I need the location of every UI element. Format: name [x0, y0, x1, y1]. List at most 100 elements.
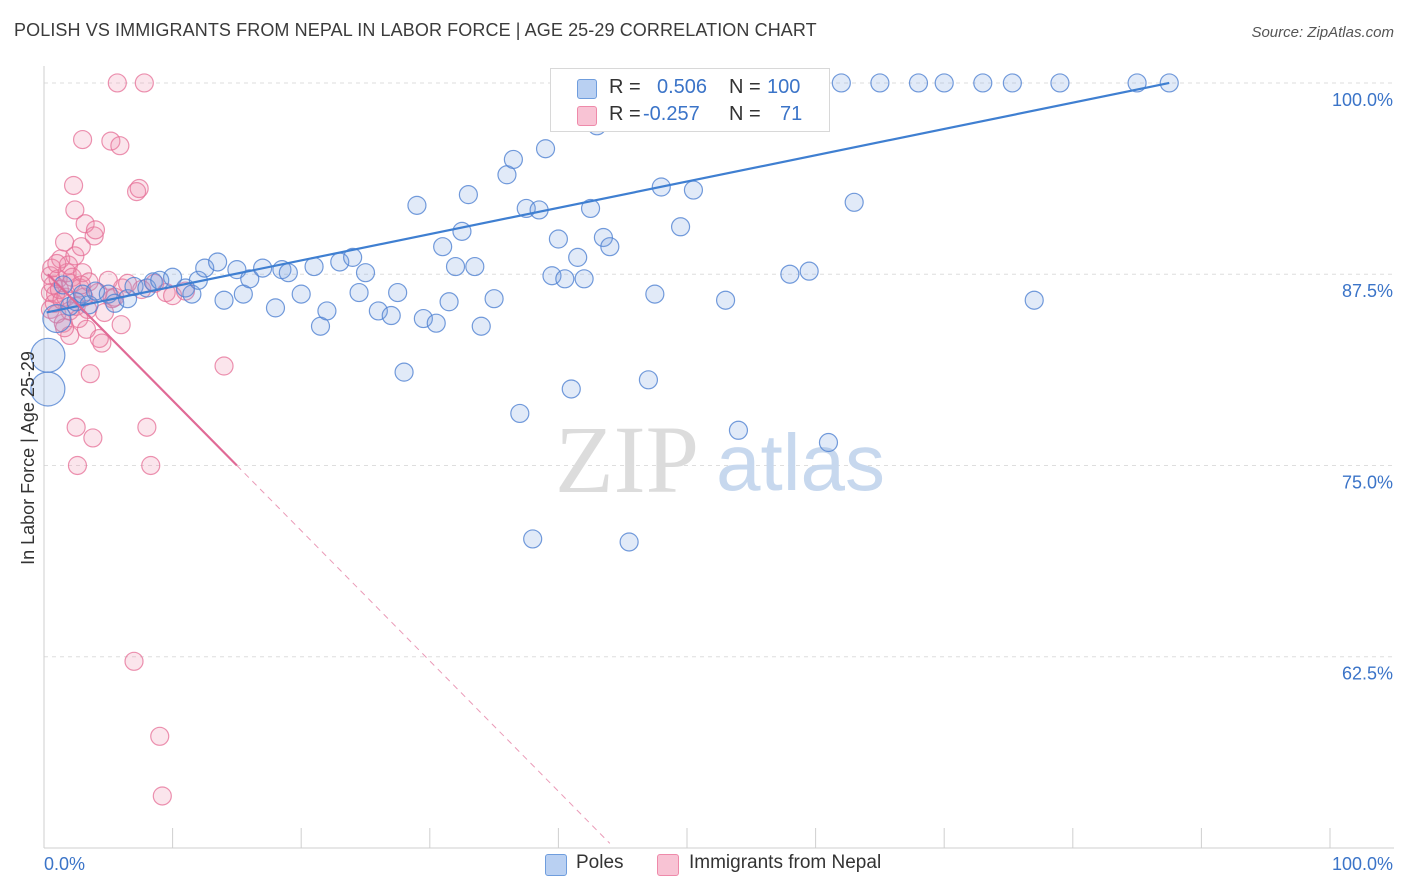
nepal-point [83, 428, 103, 448]
poles-point [934, 73, 954, 93]
nepal-point [65, 200, 85, 220]
poles-point [548, 229, 569, 249]
nepal-point [92, 333, 112, 353]
watermark-zip: ZIP [555, 406, 699, 513]
y-tick-label: 75.0% [1342, 472, 1393, 492]
poles-point [317, 301, 337, 321]
poles-point [683, 180, 704, 200]
legend: R = 0.506 N = 100 R = -0.257 N = 71 [550, 68, 830, 132]
bottom-legend-nepal: Immigrants from Nepal [689, 852, 882, 873]
legend-n-value: 71 [780, 103, 803, 125]
nepal-point [66, 417, 86, 437]
poles-point [600, 237, 620, 257]
poles-point [799, 261, 819, 281]
nepal-point [110, 136, 130, 156]
y-tick-label: 62.5% [1342, 664, 1393, 684]
nepal-point [134, 73, 154, 93]
nepal-point [72, 129, 93, 150]
nepal-point [126, 181, 147, 202]
trend-lines [46, 81, 1170, 844]
poles-point [484, 289, 504, 309]
poles-point [368, 301, 388, 321]
tick-labels: 62.5% 75.0% 87.5% 100.0% 0.0% 100.0% [44, 90, 1393, 874]
nepal-point [141, 455, 161, 476]
poles-point [1024, 290, 1044, 310]
poles-point [343, 247, 363, 267]
watermark-atlas: atlas [716, 418, 885, 507]
poles-point [574, 269, 594, 289]
grid-lines [44, 82, 1394, 658]
poles-point [1127, 73, 1147, 93]
y-tick-label: 87.5% [1342, 281, 1393, 301]
poles-point [214, 290, 234, 310]
legend-n-label: N = [729, 103, 761, 125]
poles-point [844, 192, 864, 212]
poles-point [413, 308, 433, 329]
nepal-point [129, 178, 149, 199]
poles-point [278, 263, 298, 283]
poles-point [265, 298, 286, 318]
x-tick-label: 0.0% [44, 854, 85, 874]
poles-point [458, 185, 478, 205]
nepal-trend-extension [236, 465, 611, 844]
poles-point [445, 256, 466, 277]
poles-point [715, 290, 736, 310]
poles-point [645, 284, 665, 304]
poles-point [452, 221, 472, 241]
nepal-point [152, 786, 172, 806]
nepal-point [47, 253, 67, 274]
legend-n-value: 100 [767, 76, 801, 98]
watermark: ZIP atlas [555, 406, 885, 513]
nepal-point [107, 73, 127, 93]
legend-row-poles: R = 0.506 N = 100 [551, 73, 829, 101]
poles-point [394, 362, 414, 382]
nepal-point [137, 417, 157, 437]
legend-r-value: -0.257 [643, 103, 700, 125]
poles-point [561, 379, 581, 399]
legend-swatch-poles [577, 79, 597, 99]
poles-point [870, 73, 890, 93]
nepal-point [63, 175, 84, 196]
poles-point [908, 73, 929, 93]
chart-title: POLISH VS IMMIGRANTS FROM NEPAL IN LABOR… [14, 20, 817, 40]
poles-point [568, 247, 588, 267]
poles-trend-line [46, 81, 1170, 314]
legend-r-label: R = [609, 103, 641, 125]
poles-point [503, 149, 523, 170]
bottom-legend-swatch-nepal [657, 854, 679, 876]
poles-point [304, 256, 324, 277]
poles-point [535, 139, 556, 159]
poles-point [580, 198, 601, 219]
poles-point [208, 252, 228, 272]
nepal-point [101, 131, 121, 151]
poles-point [1050, 73, 1070, 93]
poles-point [433, 237, 453, 257]
nepal-point [67, 455, 88, 476]
nepal-point [124, 651, 144, 671]
nepal-point [84, 226, 104, 246]
bottom-legend-swatch-poles [545, 854, 567, 876]
x-tick-label: 100.0% [1332, 854, 1393, 874]
poles-point [670, 217, 691, 237]
poles-point [426, 313, 446, 333]
nepal-point [71, 237, 91, 257]
legend-n-label: N = [729, 76, 761, 98]
poles-point [619, 532, 639, 552]
poles-point [523, 529, 543, 549]
axes [43, 66, 1394, 849]
poles-point [349, 282, 369, 303]
poles-point [638, 370, 659, 390]
nepal-trend-line [47, 273, 238, 467]
legend-row-nepal: R = -0.257 N = 71 [551, 100, 829, 128]
poles-point [831, 73, 851, 93]
poles-point [818, 432, 839, 453]
nepal-point [150, 726, 170, 746]
poles-point [780, 264, 800, 284]
poles-point [465, 256, 485, 277]
chart-source: Source: ZipAtlas.com [1251, 24, 1394, 41]
legend-swatch-nepal [577, 106, 597, 126]
legend-r-value: 0.506 [657, 76, 708, 98]
legend-r-label: R = [609, 76, 641, 98]
poles-point [53, 275, 73, 295]
